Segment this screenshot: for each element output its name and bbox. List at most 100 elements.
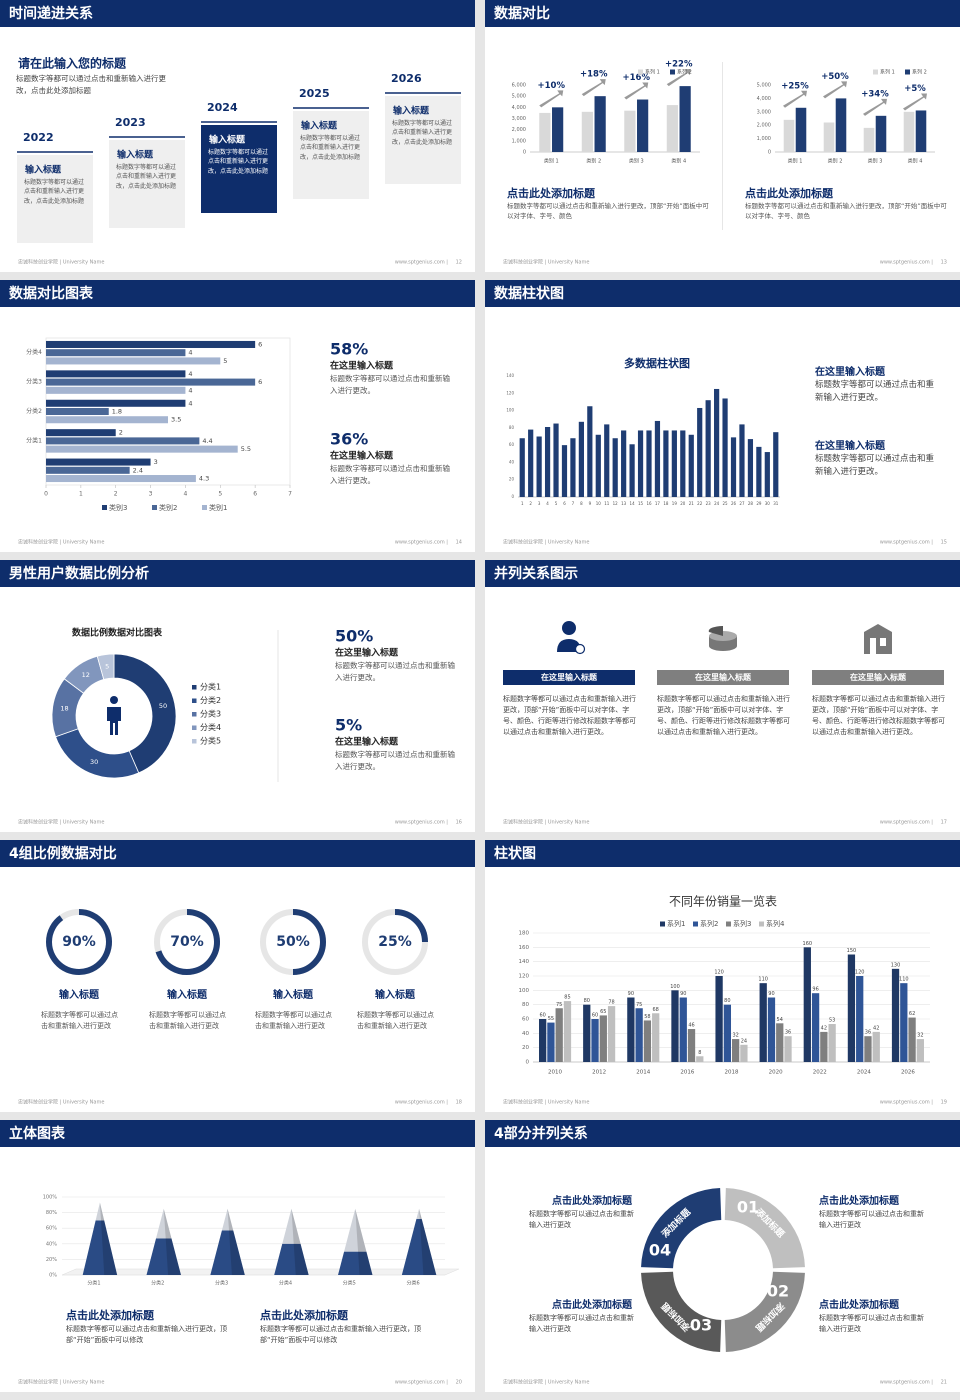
label-text: 在这里输入标题 bbox=[541, 672, 598, 682]
data-label: 90 bbox=[628, 991, 634, 997]
block-text-box: 标题数字等都可以通过点击和重新输入进行更改，顶部“开始”面板中可以对字体、字号、… bbox=[745, 202, 947, 221]
block-text: 标题数字等都可以通过点击和重新输入进行更改，顶部“开始”面板中可以对字体、字号、… bbox=[745, 202, 947, 221]
annotation: +22% bbox=[665, 60, 693, 70]
stat-title: 在这里输入标题 bbox=[330, 360, 394, 372]
bar bbox=[715, 976, 723, 1062]
x-tick-label: 28 bbox=[748, 501, 754, 506]
slide-background bbox=[0, 280, 475, 552]
data-label: 12 bbox=[82, 671, 90, 679]
bar bbox=[679, 997, 687, 1062]
legend-swatch bbox=[192, 739, 197, 744]
cone-upper bbox=[282, 1208, 301, 1244]
data-label: 96 bbox=[812, 987, 818, 993]
x-tick-label: 12 bbox=[613, 501, 619, 506]
data-label: 100 bbox=[670, 984, 680, 990]
data-label: 80 bbox=[724, 998, 730, 1004]
x-tick-label: 分类1 bbox=[87, 1280, 100, 1287]
annotation: +10% bbox=[538, 81, 566, 91]
bar bbox=[688, 434, 694, 497]
step-text-box: 标题数字等都可以通过点击和重新输入进行更改，点击此处添加标题 bbox=[24, 179, 84, 205]
y-tick-label: 180 bbox=[519, 931, 530, 937]
footer-school: 忠诚科技创业学院 | University Name bbox=[18, 819, 104, 826]
annotation: +16% bbox=[623, 73, 651, 83]
ring-segment bbox=[641, 1188, 722, 1269]
stat-value: 50% bbox=[335, 627, 373, 646]
data-label: 80 bbox=[584, 998, 590, 1004]
bar bbox=[863, 127, 875, 152]
x-tick-label: 26 bbox=[731, 501, 737, 506]
column-text-box: 标题数字等都可以通过点击和重新输入进行更改，顶部“开始”面板中可以对字体、字号、… bbox=[657, 695, 790, 736]
footer-url: www.sptgenius.com | bbox=[395, 540, 449, 546]
data-label: 2.4 bbox=[133, 466, 143, 474]
data-label: 8 bbox=[698, 1050, 701, 1056]
bar bbox=[767, 997, 776, 1062]
data-label: 4 bbox=[188, 349, 192, 357]
legend-swatch bbox=[660, 921, 665, 927]
x-tick-label: 4 bbox=[546, 501, 549, 506]
item-title: 输入标题 bbox=[59, 988, 100, 1001]
page-number: 15 bbox=[941, 540, 947, 546]
x-tick-label: 24 bbox=[714, 501, 720, 506]
footer-url: www.sptgenius.com | bbox=[395, 1100, 449, 1106]
legend-label: 分类2 bbox=[200, 695, 221, 705]
data-label: 90 bbox=[768, 991, 774, 997]
note-title: 在这里输入标题 bbox=[815, 365, 886, 378]
bar bbox=[835, 98, 847, 152]
cone-shade bbox=[291, 1208, 309, 1275]
legend-label: 系列1 bbox=[667, 919, 685, 928]
cone-lower bbox=[82, 1220, 118, 1275]
note-text-box: 标题数字等都可以通过点击和重新输入进行更改。 bbox=[815, 454, 934, 477]
block-title: 点击此处添加标题 bbox=[819, 1194, 900, 1207]
label-bar bbox=[812, 670, 944, 685]
year: 2022 bbox=[23, 131, 54, 144]
x-tick-label: 10 bbox=[596, 501, 602, 506]
item-text: 标题数字等都可以通过点击和重新输入进行更改 bbox=[255, 1011, 332, 1030]
cone-upper bbox=[95, 1202, 105, 1221]
stat-value: 5% bbox=[335, 716, 362, 735]
x-tick-label: 2024 bbox=[857, 1070, 871, 1076]
y-tick-label: 40 bbox=[522, 1031, 529, 1037]
label-bar bbox=[657, 670, 789, 685]
growth-arrow bbox=[539, 90, 564, 108]
cone-upper bbox=[416, 1208, 422, 1219]
intro: 标题数字等都可以通过点击和重新输入进行更改，点击此处添加标题 bbox=[16, 74, 166, 95]
slide-title: 柱状图 bbox=[494, 845, 536, 862]
x-tick-label: 2022 bbox=[813, 1070, 827, 1076]
legend-label: 系列 2 bbox=[677, 69, 692, 76]
bar bbox=[621, 430, 627, 497]
bar bbox=[594, 96, 606, 152]
growth-arrow bbox=[624, 82, 649, 100]
bar bbox=[591, 1019, 599, 1062]
slide-title: 男性用户数据比例分析 bbox=[9, 565, 149, 582]
block-text: 标题数字等都可以通过点击和重新输入进行更改 bbox=[819, 1210, 924, 1229]
x-tick-label: 30 bbox=[765, 501, 771, 506]
y-tick-label: 分类2 bbox=[26, 407, 42, 415]
bar bbox=[552, 107, 564, 152]
block-text: 标题数字等都可以通过点击和重新输入进行更改 bbox=[819, 1314, 924, 1333]
slide-header bbox=[485, 1120, 960, 1147]
page-number: 19 bbox=[941, 1100, 947, 1106]
x-tick-label: 分类4 bbox=[279, 1280, 292, 1287]
growth-arrow bbox=[863, 98, 887, 116]
bar bbox=[637, 99, 649, 152]
bar bbox=[730, 437, 737, 497]
data-label: 120 bbox=[855, 970, 865, 976]
bar bbox=[595, 434, 601, 497]
data-label: 120 bbox=[714, 970, 724, 976]
y-tick-label: 60% bbox=[46, 1226, 57, 1232]
block-text-box: 标题数字等都可以通过点击和重新输入进行更改 bbox=[819, 1314, 924, 1333]
page-number: 16 bbox=[456, 820, 462, 826]
cone-lower bbox=[210, 1230, 245, 1275]
footer-url: www.sptgenius.com | bbox=[880, 820, 934, 826]
data-label: 90 bbox=[680, 991, 686, 997]
bar bbox=[539, 112, 551, 152]
step-title: 输入标题 bbox=[117, 149, 154, 161]
icon bbox=[574, 643, 586, 655]
x-tick-label: 1 bbox=[79, 491, 83, 498]
bar bbox=[646, 430, 652, 497]
slide-title: 立体图表 bbox=[9, 1125, 66, 1142]
data-label: 75 bbox=[556, 1002, 562, 1008]
step-title: 输入标题 bbox=[301, 120, 338, 132]
ring-arc bbox=[46, 909, 112, 975]
